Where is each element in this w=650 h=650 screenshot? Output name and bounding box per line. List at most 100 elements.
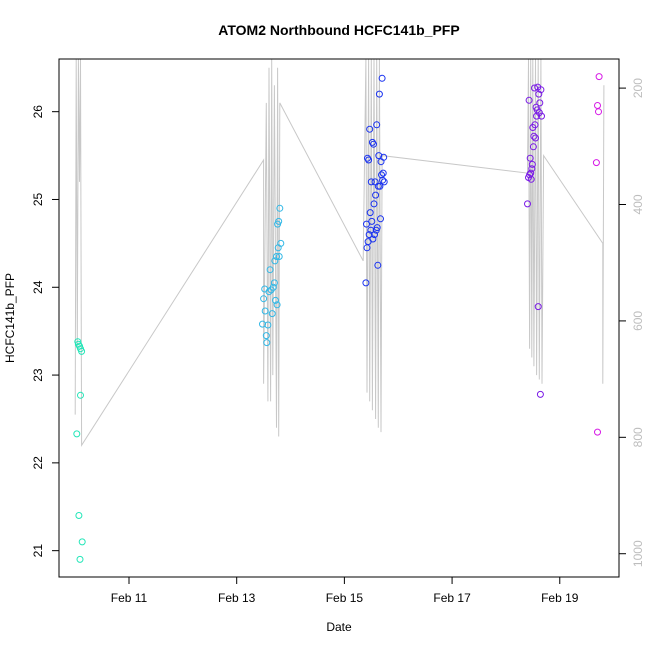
data-point	[366, 125, 374, 133]
chart-title: ATOM2 Northbound HCFC141b_PFP	[218, 22, 459, 38]
y-tick-label: 24	[31, 280, 45, 294]
data-point	[380, 153, 388, 161]
data-point	[527, 175, 535, 183]
data-point	[272, 296, 279, 304]
data-point	[532, 134, 539, 142]
data-point	[277, 239, 285, 247]
x-tick-label: Feb 17	[433, 591, 471, 605]
data-point	[76, 555, 84, 563]
data-point	[374, 261, 382, 269]
data-point	[538, 112, 545, 120]
right-tick-label: 400	[631, 194, 645, 214]
data-point	[595, 108, 602, 116]
right-axis: 200 400 600 800 1000	[619, 78, 645, 567]
data-point	[379, 176, 387, 184]
data-point	[380, 178, 388, 186]
data-point	[535, 109, 543, 117]
y-tick-label: 22	[31, 456, 45, 470]
y-axis-label: HCFC141b_PFP	[3, 273, 17, 363]
data-point	[373, 224, 381, 232]
data-point	[74, 338, 82, 346]
x-axis: Feb 11 Feb 13 Feb 15 Feb 17 Feb 19	[111, 576, 579, 605]
x-tick-label: Feb 13	[218, 591, 256, 605]
y-axis: 21 22 23 24 25 26	[31, 105, 59, 558]
series-2	[259, 204, 285, 347]
series-3	[362, 74, 388, 287]
series-5	[592, 73, 603, 436]
data-point	[370, 200, 378, 208]
right-tick-label: 200	[631, 78, 645, 98]
data-point	[370, 140, 377, 148]
data-point	[535, 90, 543, 98]
data-point	[275, 253, 283, 260]
data-point	[271, 257, 279, 265]
data-point	[372, 191, 380, 199]
x-tick-label: Feb 15	[326, 591, 364, 605]
data-point	[273, 253, 280, 260]
data-point	[530, 132, 538, 140]
data-point	[367, 226, 375, 234]
right-tick-label: 600	[631, 311, 645, 331]
data-point	[270, 279, 278, 287]
data-point	[531, 84, 538, 92]
data-point	[275, 217, 283, 225]
data-point	[525, 96, 533, 104]
data-point	[524, 200, 531, 208]
data-point	[367, 178, 375, 186]
altitude-trace-line	[74, 58, 605, 448]
data-point	[262, 332, 270, 340]
altitude-trace-layer	[74, 58, 605, 448]
data-point	[273, 301, 281, 309]
data-point	[375, 90, 383, 98]
right-tick-label: 800	[631, 427, 645, 447]
data-point	[368, 217, 376, 225]
data-point	[73, 430, 81, 438]
data-point	[529, 143, 537, 151]
x-axis-label: Date	[326, 620, 352, 634]
data-point	[376, 182, 384, 190]
data-point	[362, 279, 370, 287]
data-point	[375, 152, 383, 160]
data-point	[537, 86, 545, 94]
y-tick-label: 26	[31, 105, 45, 119]
data-point	[592, 159, 600, 167]
data-point	[264, 321, 272, 329]
data-point	[366, 209, 374, 217]
data-point	[528, 165, 536, 173]
data-point	[77, 391, 84, 399]
data-point	[528, 160, 536, 168]
data-point	[78, 347, 86, 355]
data-point	[526, 171, 534, 179]
data-point	[78, 538, 86, 546]
y-tick-label: 21	[31, 544, 45, 558]
data-point	[74, 340, 82, 348]
y-tick-label: 23	[31, 368, 45, 382]
right-tick-label: 1000	[631, 540, 645, 567]
data-point	[265, 288, 273, 296]
data-point	[531, 121, 539, 129]
data-point	[378, 171, 385, 179]
data-point	[536, 390, 544, 398]
data-point	[261, 307, 269, 315]
data-point	[594, 428, 601, 436]
x-tick-label: Feb 11	[111, 591, 148, 605]
data-point	[365, 231, 373, 239]
series-4	[524, 83, 545, 398]
data-point	[373, 121, 381, 129]
series-1	[73, 338, 86, 563]
data-point	[379, 169, 387, 177]
data-point	[266, 266, 274, 274]
data-point	[594, 102, 601, 109]
data-point	[536, 99, 544, 107]
data-point	[75, 512, 83, 519]
x-tick-label: Feb 19	[541, 591, 579, 605]
data-point	[526, 154, 534, 162]
data-point	[276, 204, 284, 212]
data-point	[377, 215, 384, 223]
data-point	[260, 295, 268, 303]
data-point	[269, 283, 277, 291]
data-point	[268, 310, 276, 318]
data-point	[365, 156, 373, 164]
data-points-layer	[73, 73, 603, 563]
